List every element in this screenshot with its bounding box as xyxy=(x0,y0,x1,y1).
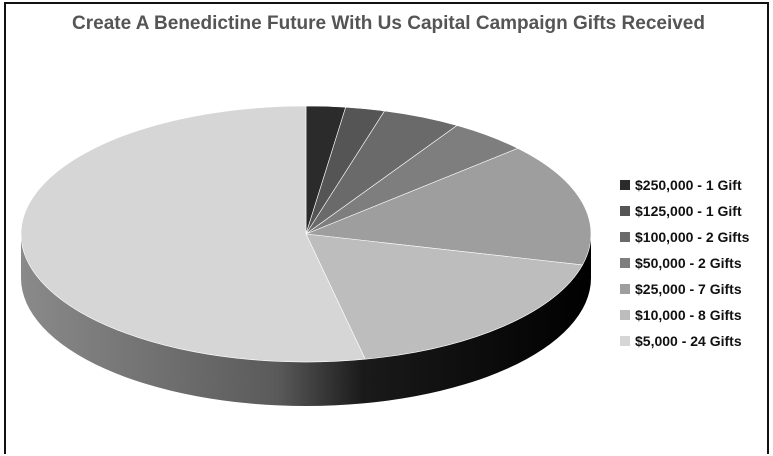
pie-slice-7 xyxy=(20,105,366,363)
legend-item: $250,000 - 1 Gift xyxy=(620,172,749,198)
legend-item: $25,000 - 7 Gifts xyxy=(620,276,749,302)
legend-item: $100,000 - 2 Gifts xyxy=(620,224,749,250)
chart-title: Create A Benedictine Future With Us Capi… xyxy=(72,13,705,34)
legend-swatch xyxy=(620,258,630,268)
legend-swatch xyxy=(620,206,630,216)
legend: $250,000 - 1 Gift $125,000 - 1 Gift $100,0… xyxy=(620,172,749,354)
legend-label: $100,000 - 2 Gifts xyxy=(635,229,750,245)
pie-side-wall xyxy=(21,234,591,406)
legend-swatch xyxy=(620,232,630,242)
pie-side xyxy=(21,234,591,406)
legend-label: $125,000 - 1 Gift xyxy=(635,203,742,219)
pie-slices xyxy=(20,105,592,363)
chart-frame: Create A Benedictine Future With Us Capi… xyxy=(4,2,769,454)
legend-item: $125,000 - 1 Gift xyxy=(620,198,749,224)
legend-label: $250,000 - 1 Gift xyxy=(635,177,742,193)
legend-item: $5,000 - 24 Gifts xyxy=(620,328,749,354)
pie-chart xyxy=(20,105,592,406)
legend-swatch xyxy=(620,310,630,320)
legend-label: $25,000 - 7 Gifts xyxy=(635,281,742,297)
legend-swatch xyxy=(620,336,630,346)
pie-slice-5 xyxy=(305,148,592,266)
pie-slice-6 xyxy=(305,233,584,360)
legend-item: $50,000 - 2 Gifts xyxy=(620,250,749,276)
legend-label: $10,000 - 8 Gifts xyxy=(635,307,742,323)
legend-item: $10,000 - 8 Gifts xyxy=(620,302,749,328)
legend-swatch xyxy=(620,180,630,190)
legend-label: $5,000 - 24 Gifts xyxy=(635,333,742,349)
legend-label: $50,000 - 2 Gifts xyxy=(635,255,742,271)
legend-swatch xyxy=(620,284,630,294)
